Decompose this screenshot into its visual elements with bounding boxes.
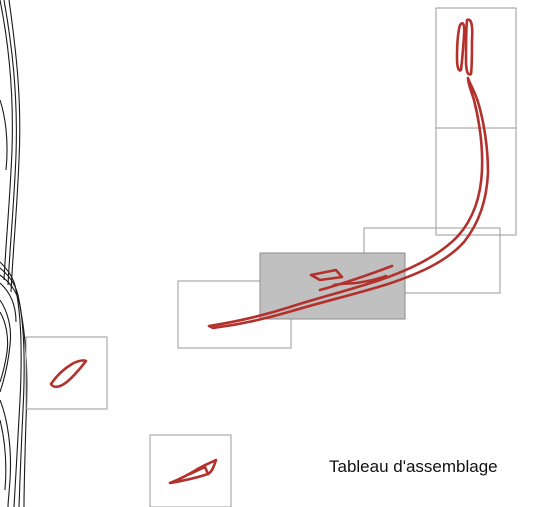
feature-outline [49,359,88,389]
island-outline [464,18,474,76]
map-tile[interactable] [435,127,517,236]
feature-outline [309,268,344,282]
map-tile[interactable] [25,336,108,410]
contour-lines [0,0,28,507]
island-outline [455,22,466,72]
river-main-outline [207,76,490,330]
river-outlines [49,18,490,485]
map-title: Tableau d'assemblage [329,457,498,476]
map-tile[interactable] [149,434,232,507]
